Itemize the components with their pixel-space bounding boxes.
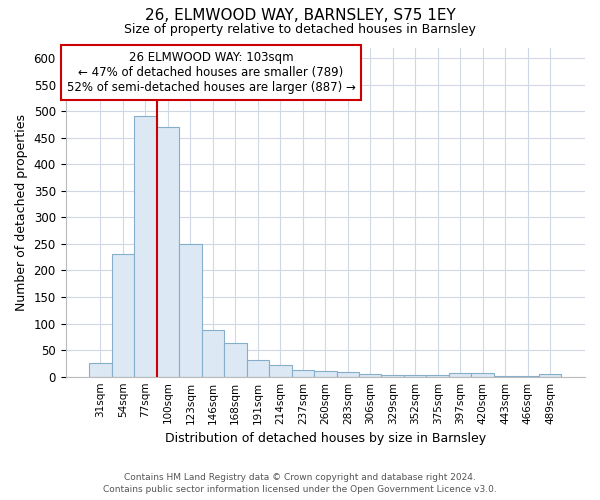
Bar (472, 373, 494, 376)
Bar (89, 364, 112, 376)
Y-axis label: Number of detached properties: Number of detached properties (15, 114, 28, 310)
Bar (427, 374, 449, 376)
Bar (112, 254, 134, 376)
Bar (179, 244, 202, 376)
Bar (539, 374, 562, 376)
Bar (314, 371, 337, 376)
Bar (404, 374, 427, 376)
Bar (134, 116, 157, 376)
Bar (224, 343, 247, 376)
Bar (359, 374, 382, 376)
Bar (337, 372, 359, 376)
Bar (157, 127, 179, 376)
Bar (292, 370, 314, 376)
Text: Size of property relative to detached houses in Barnsley: Size of property relative to detached ho… (124, 22, 476, 36)
Bar (449, 373, 472, 376)
Text: Contains HM Land Registry data © Crown copyright and database right 2024.
Contai: Contains HM Land Registry data © Crown c… (103, 472, 497, 494)
Bar (382, 374, 404, 376)
Text: 26, ELMWOOD WAY, BARNSLEY, S75 1EY: 26, ELMWOOD WAY, BARNSLEY, S75 1EY (145, 8, 455, 22)
X-axis label: Distribution of detached houses by size in Barnsley: Distribution of detached houses by size … (165, 432, 486, 445)
Bar (202, 330, 224, 376)
Bar (247, 360, 269, 376)
Text: 26 ELMWOOD WAY: 103sqm
← 47% of detached houses are smaller (789)
52% of semi-de: 26 ELMWOOD WAY: 103sqm ← 47% of detached… (67, 51, 355, 94)
Bar (269, 365, 292, 376)
